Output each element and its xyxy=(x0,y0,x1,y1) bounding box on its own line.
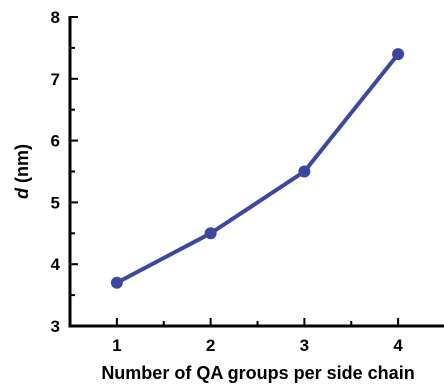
x-tick-label: 2 xyxy=(206,336,215,355)
y-tick-label: 3 xyxy=(51,317,60,336)
data-point xyxy=(298,166,310,178)
y-tick-label: 4 xyxy=(51,255,61,274)
y-tick-label: 6 xyxy=(51,132,60,151)
x-ticks: 1 2 3 4 xyxy=(112,318,403,355)
x-tick-label: 3 xyxy=(300,336,309,355)
series-layer xyxy=(111,48,404,289)
data-point xyxy=(392,48,404,60)
y-axis-title-unit: (nm) xyxy=(12,144,32,188)
series-line xyxy=(117,54,398,283)
x-tick-label: 4 xyxy=(393,336,403,355)
y-ticks: 3 4 5 6 7 8 xyxy=(51,8,78,336)
y-tick-label: 8 xyxy=(51,8,60,27)
data-point xyxy=(205,227,217,239)
y-tick-label: 7 xyxy=(51,70,60,89)
x-tick-label: 1 xyxy=(112,336,121,355)
data-point xyxy=(111,277,123,289)
y-tick-label: 5 xyxy=(51,193,60,212)
x-axis-title: Number of QA groups per side chain xyxy=(101,363,414,383)
y-axis-title: d (nm) xyxy=(12,144,32,199)
